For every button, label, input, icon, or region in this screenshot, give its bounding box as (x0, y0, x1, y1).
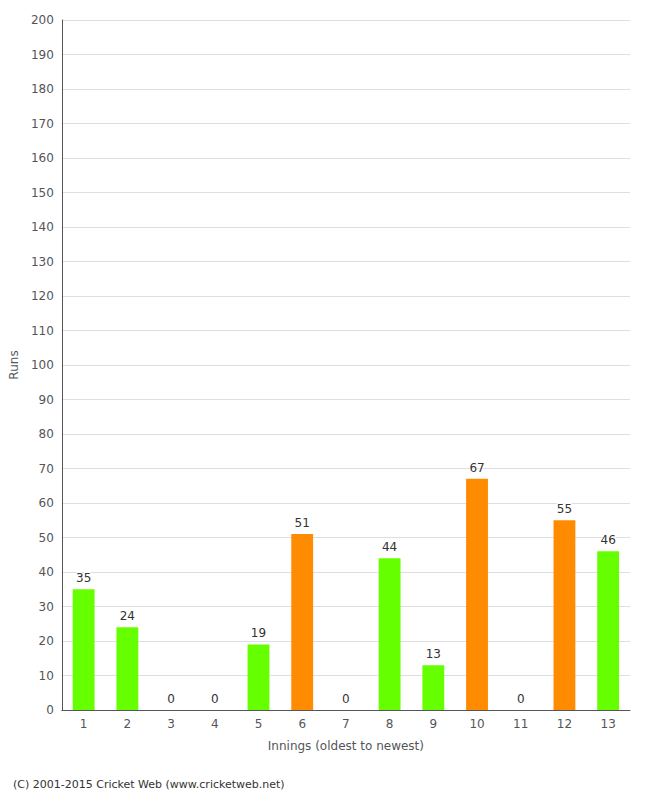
svg-text:200: 200 (31, 13, 54, 27)
svg-text:160: 160 (31, 151, 54, 165)
svg-text:50: 50 (39, 531, 54, 545)
svg-text:6: 6 (298, 717, 306, 731)
svg-text:0: 0 (342, 692, 350, 706)
svg-text:51: 51 (295, 516, 310, 530)
svg-text:1: 1 (80, 717, 88, 731)
svg-text:190: 190 (31, 48, 54, 62)
svg-text:44: 44 (382, 540, 397, 554)
svg-text:60: 60 (39, 496, 54, 510)
svg-text:170: 170 (31, 117, 54, 131)
svg-text:180: 180 (31, 82, 54, 96)
svg-text:Innings (oldest to newest): Innings (oldest to newest) (268, 739, 424, 753)
svg-text:(C) 2001-2015 Cricket Web (www: (C) 2001-2015 Cricket Web (www.cricketwe… (13, 778, 285, 791)
svg-text:0: 0 (211, 692, 219, 706)
svg-text:40: 40 (39, 565, 54, 579)
svg-text:20: 20 (39, 634, 54, 648)
svg-text:3: 3 (167, 717, 175, 731)
svg-text:120: 120 (31, 289, 54, 303)
svg-text:30: 30 (39, 600, 54, 614)
svg-text:9: 9 (429, 717, 437, 731)
svg-text:10: 10 (469, 717, 484, 731)
svg-text:67: 67 (469, 461, 484, 475)
svg-text:90: 90 (39, 393, 54, 407)
svg-text:55: 55 (557, 502, 572, 516)
svg-text:140: 140 (31, 220, 54, 234)
svg-text:7: 7 (342, 717, 350, 731)
svg-text:12: 12 (557, 717, 572, 731)
svg-text:80: 80 (39, 427, 54, 441)
svg-text:0: 0 (167, 692, 175, 706)
svg-text:10: 10 (39, 669, 54, 683)
svg-text:5: 5 (255, 717, 263, 731)
svg-text:46: 46 (601, 533, 616, 547)
svg-text:2: 2 (124, 717, 132, 731)
svg-text:24: 24 (120, 609, 135, 623)
svg-text:130: 130 (31, 255, 54, 269)
svg-text:13: 13 (426, 647, 441, 661)
svg-text:100: 100 (31, 358, 54, 372)
svg-text:150: 150 (31, 186, 54, 200)
svg-text:0: 0 (517, 692, 525, 706)
svg-text:110: 110 (31, 324, 54, 338)
svg-text:Runs: Runs (7, 350, 21, 379)
svg-text:0: 0 (46, 703, 54, 717)
svg-text:4: 4 (211, 717, 219, 731)
svg-text:19: 19 (251, 626, 266, 640)
svg-text:8: 8 (386, 717, 394, 731)
svg-text:11: 11 (513, 717, 528, 731)
svg-text:70: 70 (39, 462, 54, 476)
svg-text:35: 35 (76, 571, 91, 585)
svg-text:13: 13 (601, 717, 616, 731)
